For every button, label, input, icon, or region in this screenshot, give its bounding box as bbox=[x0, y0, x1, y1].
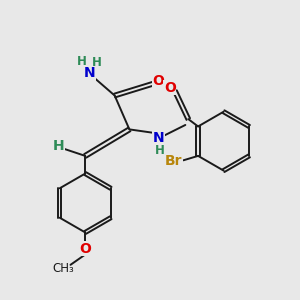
Text: H: H bbox=[76, 55, 86, 68]
Text: N: N bbox=[153, 131, 165, 145]
Text: H: H bbox=[154, 144, 164, 157]
Text: Br: Br bbox=[165, 154, 183, 168]
Text: O: O bbox=[152, 74, 164, 88]
Text: O: O bbox=[164, 81, 176, 94]
Text: O: O bbox=[79, 242, 91, 256]
Text: H: H bbox=[92, 56, 102, 69]
Text: N: N bbox=[84, 66, 95, 80]
Text: H: H bbox=[53, 139, 64, 153]
Text: CH₃: CH₃ bbox=[52, 262, 74, 275]
